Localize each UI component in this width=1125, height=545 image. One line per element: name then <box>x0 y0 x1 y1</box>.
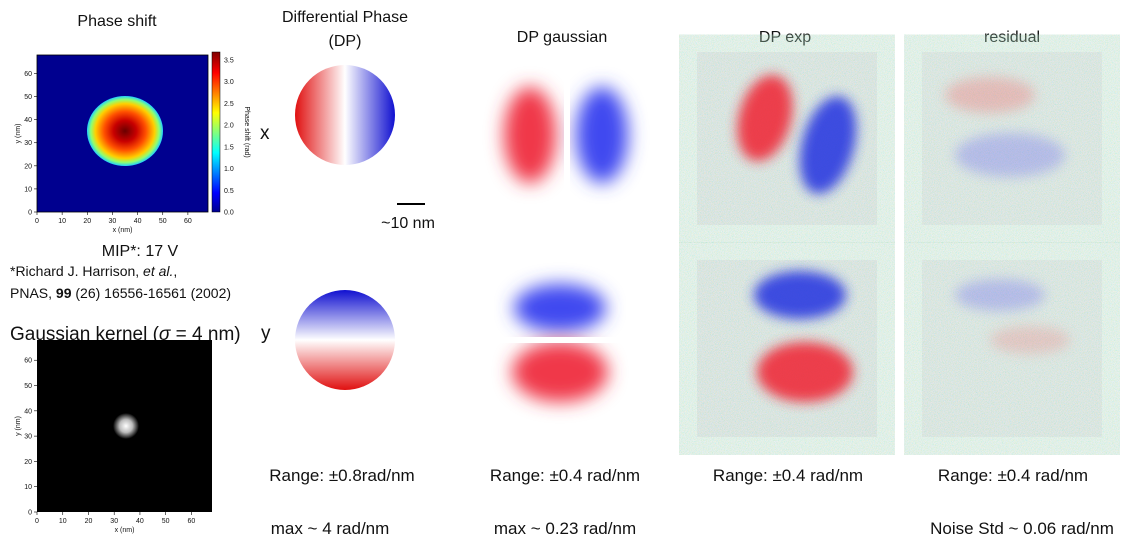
ref-text: , <box>173 263 177 279</box>
x-tick-label: 30 <box>109 218 117 225</box>
x-tick-label: 50 <box>159 218 167 225</box>
x-tick-label: 10 <box>59 518 67 525</box>
blob <box>504 87 556 183</box>
noise-std: Noise Std ~ 0.06 rad/nm <box>930 519 1114 538</box>
gap <box>564 55 570 215</box>
colorbar <box>211 51 221 213</box>
y-tick-label: 50 <box>24 383 32 390</box>
panel-title: Phase shift <box>77 13 157 30</box>
colorbar-tick-label: 1.0 <box>224 166 234 173</box>
range: Range: ±0.8rad/nm <box>269 466 414 485</box>
row-label: x <box>260 123 270 144</box>
axes: 0 10 20 30 40 50 60 0 10 20 30 40 50 60 x (nm) y (nm) 0.… <box>15 58 234 235</box>
blob <box>955 279 1045 311</box>
x-tick-label: 10 <box>58 218 66 225</box>
ref-text: (26) 16556-16561 (2002) <box>71 285 231 301</box>
blob <box>514 284 606 332</box>
row-label: y <box>261 323 271 344</box>
y-tick-label: 60 <box>24 358 32 365</box>
x-tick-label: 30 <box>110 518 118 525</box>
x-tick-label: 20 <box>83 218 91 225</box>
blob <box>737 74 793 162</box>
phase-disk <box>87 96 163 166</box>
y-tick-label: 0 <box>28 510 32 517</box>
title-part: Gaussian kernel ( <box>10 324 160 345</box>
colorbar-tick-label: 2.5 <box>224 101 234 108</box>
x-tick-label: 0 <box>35 518 39 525</box>
blob <box>799 96 857 194</box>
ref-text: PNAS, <box>10 285 56 301</box>
x-tick-label: 60 <box>184 218 192 225</box>
y-tick-label: 60 <box>24 71 32 78</box>
y-tick-label: 30 <box>24 140 32 147</box>
blob <box>576 87 628 183</box>
ref-text: et al. <box>143 263 173 279</box>
y-tick-label: 30 <box>24 434 32 441</box>
y-tick-label: 10 <box>24 484 32 491</box>
kernel-title: Gaussian kernel (σ = 4 nm) <box>10 324 241 345</box>
title-part: = 4 nm) <box>170 324 240 345</box>
ref-text: 99 <box>56 285 72 301</box>
column-title: DP gaussian <box>517 29 607 46</box>
y-tick-label: 40 <box>24 408 32 415</box>
blob <box>754 271 846 319</box>
colorbar-tick-label: 3.0 <box>224 79 234 86</box>
range: Range: ±0.4 rad/nm <box>938 466 1088 485</box>
column-title: Differential Phase <box>282 9 408 26</box>
column-title: residual <box>984 29 1040 46</box>
range: Range: ±0.4 rad/nm <box>490 466 640 485</box>
max: max ~ 0.23 rad/nm <box>494 519 636 538</box>
gap <box>495 337 625 343</box>
column-title: DP exp <box>759 29 811 46</box>
y-axis-label: y (nm) <box>15 124 22 144</box>
dp-x-blue <box>345 65 395 165</box>
x-tick-label: 50 <box>162 518 170 525</box>
blob <box>945 77 1035 113</box>
x-tick-label: 20 <box>85 518 93 525</box>
dp-x-red <box>295 65 345 165</box>
blob <box>512 342 608 402</box>
x-tick-label: 40 <box>134 218 142 225</box>
x-axis-label: x (nm) <box>115 527 135 534</box>
title-part: σ <box>159 324 172 345</box>
reference: PNAS, 99 (26) 16556-16561 (2002) <box>10 285 231 301</box>
colorbar-tick-label: 3.5 <box>224 58 234 65</box>
max: max ~ 4 rad/nm <box>271 519 390 538</box>
y-tick-label: 40 <box>24 117 32 124</box>
colorbar-tick-label: 0.0 <box>224 210 234 217</box>
x-tick-label: 60 <box>188 518 196 525</box>
scale-label: ~10 nm <box>381 215 435 232</box>
y-tick-label: 50 <box>24 94 32 101</box>
x-tick-label: 40 <box>136 518 144 525</box>
dp-y-blue <box>295 290 395 340</box>
x-tick-label: 0 <box>35 218 39 225</box>
dp-y-red <box>295 340 395 390</box>
y-tick-label: 20 <box>24 163 32 170</box>
blob <box>757 342 853 402</box>
range: Range: ±0.4 rad/nm <box>713 466 863 485</box>
ref-text: *Richard J. Harrison, <box>10 263 143 279</box>
colorbar-label: Phase shift (rad) <box>243 106 250 157</box>
mip: MIP*: 17 V <box>102 243 179 260</box>
x-axis-label: x (nm) <box>113 227 133 234</box>
colorbar-tick-label: 0.5 <box>224 188 234 195</box>
kernel-blob <box>113 413 139 439</box>
colorbar-tick-label: 1.5 <box>224 144 234 151</box>
y-axis-label: y (nm) <box>15 416 22 436</box>
y-tick-label: 10 <box>24 186 32 193</box>
colorbar-tick-label: 2.0 <box>224 123 234 130</box>
y-tick-label: 0 <box>28 210 32 217</box>
blob <box>955 133 1065 177</box>
blob <box>990 326 1070 354</box>
column-title: (DP) <box>329 33 362 50</box>
axes: 0 10 20 30 40 50 60 0 10 20 30 40 50 60 x (nm) y (nm) <box>15 358 195 534</box>
reference: *Richard J. Harrison, et al., <box>10 263 177 279</box>
y-tick-label: 20 <box>24 459 32 466</box>
